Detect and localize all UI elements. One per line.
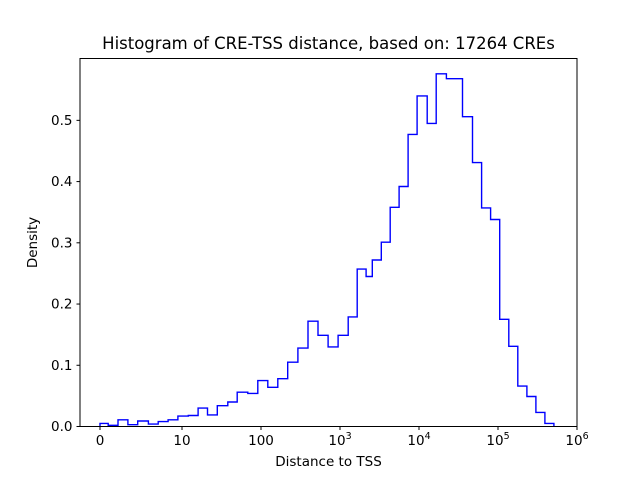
x-tick-exponent: 6 bbox=[583, 431, 589, 442]
y-tick-label: 0.4 bbox=[51, 174, 72, 190]
y-tick-label: 0.5 bbox=[51, 113, 72, 129]
y-tick-label: 0.0 bbox=[51, 419, 72, 435]
x-tick-exponent: 5 bbox=[504, 431, 510, 442]
x-tick-exponent: 3 bbox=[346, 431, 352, 442]
x-tick-label: 0 bbox=[96, 433, 105, 449]
y-tick-label: 0.1 bbox=[51, 358, 72, 374]
y-tick-label: 0.3 bbox=[51, 235, 72, 251]
x-axis-label: Distance to TSS bbox=[275, 454, 382, 470]
x-tick-exponent: 4 bbox=[425, 431, 431, 442]
chart-title: Histogram of CRE-TSS distance, based on:… bbox=[102, 34, 555, 53]
x-tick-label: 10 bbox=[173, 433, 190, 449]
y-tick-label: 0.2 bbox=[51, 297, 72, 313]
histogram-step-line bbox=[99, 73, 555, 427]
plot-frame bbox=[79, 58, 578, 427]
x-tick-label: 100 bbox=[248, 433, 274, 449]
y-axis-ticks: 0.0 0.1 0.2 0.3 0.4 0.5 bbox=[51, 113, 80, 435]
y-axis-label: Density bbox=[25, 217, 41, 268]
